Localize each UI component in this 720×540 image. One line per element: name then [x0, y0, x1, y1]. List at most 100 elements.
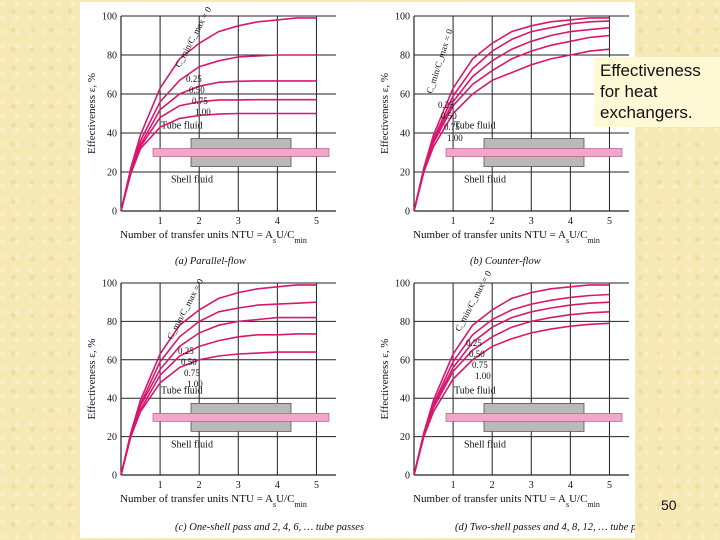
series-line-1.00	[413, 322, 610, 476]
series-line-0	[413, 17, 610, 212]
x-tick-label: 2	[197, 216, 202, 227]
x-axis-label-part: U/C	[276, 493, 294, 505]
tube-fluid-label: Tube fluid	[454, 385, 496, 396]
chart-1: 0 20 40 60 80 100 1 2 3 4 5 Tube fluid Shell fluid C_…	[86, 5, 336, 267]
shell-fluid-label: Shell fluid	[171, 175, 213, 186]
x-axis-label-2: Number of transfer units NTU = AsU/Cmin	[413, 229, 600, 245]
shell-fluid-label: Shell fluid	[464, 175, 506, 186]
series-label-0.50: 0.50	[469, 349, 485, 359]
x-tick-label: 2	[197, 480, 202, 491]
y-tick-label: 40	[400, 394, 410, 405]
series-label-0.50: 0.50	[181, 357, 197, 367]
x-axis-label-part: min	[294, 236, 306, 245]
y-tick-label: 80	[107, 317, 117, 328]
y-tick-label: 80	[107, 51, 117, 62]
x-axis-label-part: min	[294, 500, 306, 509]
y-tick-label: 20	[400, 168, 410, 179]
y-tick-label: 40	[400, 129, 410, 140]
x-tick-label: 4	[568, 480, 573, 491]
x-tick-label: 5	[314, 216, 319, 227]
series-label-0.75: 0.75	[184, 368, 200, 378]
y-tick-label: 20	[107, 168, 117, 179]
x-tick-label: 5	[607, 216, 612, 227]
y-axis-label: Effectiveness ε, %	[86, 73, 98, 154]
x-axis-label-part: min	[587, 236, 599, 245]
series-group	[413, 17, 610, 212]
series-label-0.25: 0.25	[438, 100, 454, 110]
x-tick-label: 3	[529, 216, 534, 227]
series-line-0	[413, 284, 610, 476]
series-group	[413, 284, 610, 476]
series-line-0.25	[120, 54, 317, 212]
x-axis-label-3: Number of transfer units NTU = AsU/Cmin	[120, 493, 307, 509]
y-tick-label: 0	[405, 471, 410, 482]
chart-caption: (c) One-shell pass and 2, 4, 6, … tube p…	[175, 522, 364, 533]
chart-caption: (b) Counter-flow	[470, 256, 541, 267]
y-tick-label: 0	[112, 207, 117, 218]
y-tick-label: 60	[107, 90, 117, 101]
y-tick-label: 20	[400, 432, 410, 443]
series-label-1.00: 1.00	[187, 379, 203, 389]
series-line-1.00	[120, 112, 317, 212]
y-tick-label: 60	[400, 90, 410, 101]
series-label-0.50: 0.50	[189, 85, 205, 95]
x-tick-label: 4	[275, 480, 280, 491]
x-axis-label-part: Number of transfer units NTU = A	[120, 229, 273, 241]
y-tick-label: 100	[395, 12, 410, 23]
series-label-0.25: 0.25	[186, 74, 202, 84]
page-number: 50	[661, 497, 677, 513]
x-axis-label-part: s	[566, 236, 569, 245]
x-tick-label: 1	[451, 480, 456, 491]
exchanger-sketch: Tube fluid Shell fluid	[445, 121, 623, 186]
x-tick-label: 4	[275, 216, 280, 227]
x-axis-label-4: Number of transfer units NTU = AsU/Cmin	[413, 493, 600, 509]
y-axis-label: Effectiveness ε, %	[86, 338, 98, 419]
x-axis-label-part: U/C	[276, 229, 294, 241]
y-tick-label: 60	[400, 355, 410, 366]
x-axis-label-part: Number of transfer units NTU = A	[413, 229, 566, 241]
y-tick-label: 60	[107, 355, 117, 366]
series-label-1.00: 1.00	[447, 133, 463, 143]
y-axis-label: Effectiveness ε, %	[379, 338, 391, 419]
series-line-0.50	[120, 316, 317, 476]
chart-2: 0 20 40 60 80 100 1 2 3 4 5 Tube fluid Shell fluid C_…	[379, 12, 629, 267]
series-label-0.75: 0.75	[192, 96, 208, 106]
tube-pipe	[445, 413, 623, 422]
shell-fluid-label: Shell fluid	[464, 439, 506, 450]
series-label-0.25: 0.25	[178, 346, 194, 356]
y-tick-label: 100	[395, 279, 410, 290]
series-label-0.75: 0.75	[472, 360, 488, 370]
y-tick-label: 100	[102, 279, 117, 290]
exchanger-sketch: Tube fluid Shell fluid	[152, 385, 330, 450]
y-axis-label: Effectiveness ε, %	[379, 73, 391, 154]
series-label-0.25: 0.25	[466, 338, 482, 348]
ratio-label: C_min/C_max = 0	[173, 5, 214, 69]
chart-caption: (d) Two-shell passes and 4, 8, 12, … tub…	[455, 522, 635, 533]
series-line-0	[120, 284, 317, 476]
tube-pipe	[152, 148, 330, 157]
x-tick-label: 1	[451, 216, 456, 227]
x-tick-label: 2	[490, 480, 495, 491]
series-label-0.75: 0.75	[444, 122, 460, 132]
ratio-label: C_min/C_max = 0	[424, 27, 454, 94]
y-tick-label: 40	[107, 129, 117, 140]
tube-fluid-label: Tube fluid	[454, 121, 496, 132]
figure-panel: 0 20 40 60 80 100 1 2 3 4 5 Tube fluid Shell fluid C_…	[80, 2, 635, 538]
shell-fluid-label: Shell fluid	[171, 439, 213, 450]
x-axis-label-1: Number of transfer units NTU = AsU/Cmin	[120, 229, 307, 245]
tube-fluid-label: Tube fluid	[161, 121, 203, 132]
y-tick-label: 80	[400, 317, 410, 328]
y-tick-label: 0	[112, 471, 117, 482]
x-axis-label-part: s	[566, 500, 569, 509]
series-line-0.75	[413, 311, 610, 476]
x-axis-label-part: s	[273, 236, 276, 245]
tube-pipe	[445, 148, 623, 157]
x-axis-label-part: Number of transfer units NTU = A	[413, 493, 566, 505]
tube-pipe	[152, 413, 330, 422]
x-axis-label-part: U/C	[569, 493, 587, 505]
x-tick-label: 3	[236, 480, 241, 491]
y-tick-label: 100	[102, 12, 117, 23]
x-tick-label: 2	[490, 216, 495, 227]
